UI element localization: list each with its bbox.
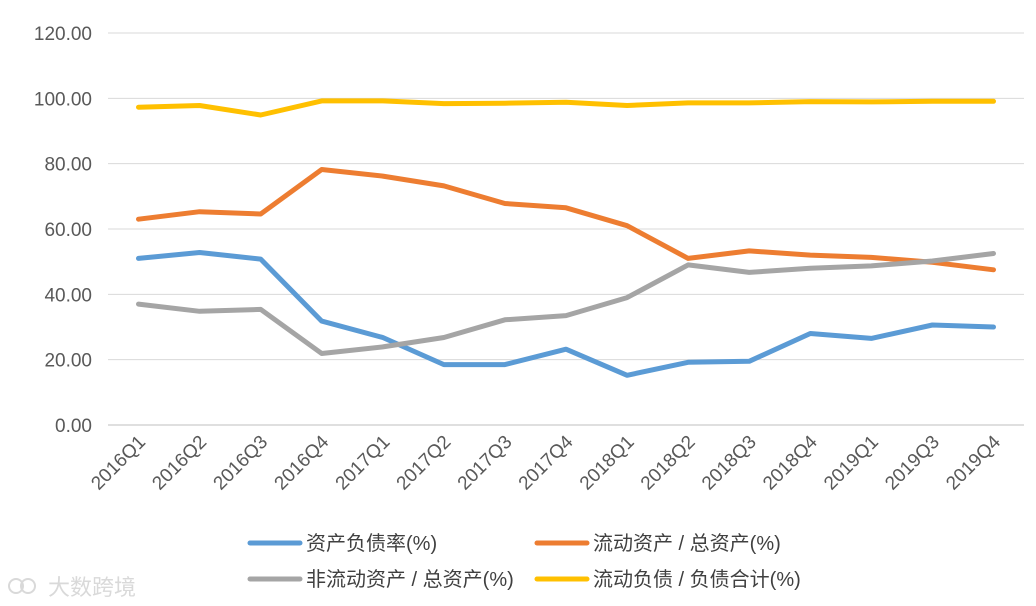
x-tick-label: 2016Q4 [271, 431, 334, 494]
legend-item: 资产负债率(%) [247, 532, 437, 555]
series-lines [136, 98, 996, 378]
y-tick-label: 100.00 [34, 89, 92, 110]
legend-label: 非流动资产 / 总资产(%) [306, 568, 514, 591]
x-tick-label: 2016Q2 [148, 432, 211, 495]
legend-item: 流动负债 / 负债合计(%) [534, 568, 801, 591]
legend-label: 流动资产 / 总资产(%) [593, 532, 781, 555]
watermark: 大数跨境 [8, 570, 136, 602]
series-line-3 [136, 98, 996, 118]
gridlines [108, 32, 1024, 426]
x-tick-label: 2017Q2 [393, 432, 456, 495]
x-tick-label: 2019Q4 [942, 431, 1005, 494]
legend: 资产负债率(%) 流动资产 / 总资产(%) 非流动资产 / 总资产(%) 流动负债 … [247, 532, 801, 591]
x-tick-label: 2018Q4 [759, 431, 822, 494]
x-tick-label: 2019Q3 [881, 432, 944, 495]
y-tick-label: 80.00 [44, 155, 92, 176]
y-tick-label: 60.00 [44, 220, 92, 241]
y-tick-label: 20.00 [44, 351, 92, 372]
legend-label: 流动负债 / 负债合计(%) [593, 568, 801, 591]
x-tick-label: 2018Q3 [698, 432, 761, 495]
legend-item: 流动资产 / 总资产(%) [534, 532, 781, 555]
x-axis-ticks: 2016Q12016Q22016Q32016Q42017Q12017Q22017… [87, 431, 1005, 494]
x-tick-label: 2019Q1 [820, 432, 883, 495]
x-tick-label: 2017Q1 [332, 432, 395, 495]
x-tick-label: 2016Q3 [210, 432, 273, 495]
watermark-text: 大数跨境 [48, 576, 137, 601]
x-tick-label: 2018Q1 [576, 432, 639, 495]
x-tick-label: 2018Q2 [637, 432, 700, 495]
y-tick-label: 120.00 [34, 24, 92, 45]
x-tick-label: 2016Q1 [87, 432, 150, 495]
series-line-1 [136, 167, 996, 273]
legend-label: 资产负债率(%) [306, 532, 437, 555]
y-axis-ticks: 0.00 20.00 40.00 60.00 80.00 100.00 120.00 [34, 24, 92, 437]
y-tick-label: 40.00 [44, 285, 92, 306]
watermark-logo-icon [8, 578, 36, 594]
x-tick-label: 2017Q4 [515, 431, 578, 494]
x-tick-label: 2017Q3 [454, 432, 517, 495]
series-line-0 [136, 250, 996, 378]
series-line-2 [136, 251, 996, 356]
y-tick-label: 0.00 [55, 416, 92, 437]
legend-item: 非流动资产 / 总资产(%) [247, 568, 514, 591]
